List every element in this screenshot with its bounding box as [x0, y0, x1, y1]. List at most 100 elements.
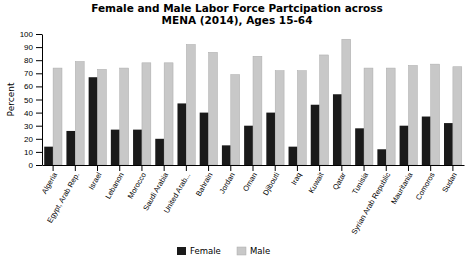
x-tick: Lebanon	[103, 165, 125, 201]
x-tick-label: United Arab...	[162, 171, 193, 215]
bar	[89, 77, 98, 165]
x-tick: Djibouti	[261, 165, 281, 197]
bar	[297, 71, 306, 165]
x-tick-mark	[341, 165, 342, 171]
bar	[177, 103, 186, 165]
y-tick-mark	[36, 165, 42, 166]
bar	[400, 126, 409, 165]
title-line: MENA (2014), Ages 15-64	[162, 14, 313, 26]
y-tick: 100	[20, 30, 42, 39]
x-tick-mark	[452, 165, 453, 171]
x-tick: Egypt, Arab Rep.	[45, 165, 81, 224]
bar	[453, 67, 462, 165]
legend-item: Female	[177, 246, 221, 256]
x-tick-label: Egypt, Arab Rep.	[45, 171, 81, 225]
y-tick: 0	[29, 161, 42, 170]
y-tick-label: 80	[24, 56, 33, 65]
y-tick-label: 70	[24, 69, 33, 78]
y-tick-mark	[36, 113, 42, 114]
legend-label: Male	[250, 246, 270, 256]
x-axis: AlgeriaEgypt, Arab Rep. IsraelLebanonMoro…	[40, 165, 465, 236]
y-tick: 20	[24, 135, 42, 144]
x-tick: Qatar	[331, 165, 348, 192]
x-tick-label: Israel	[87, 171, 104, 192]
bar	[142, 63, 151, 165]
y-axis-line	[42, 35, 43, 166]
chart: Female and Male Labor Force Partcipation…	[0, 0, 474, 260]
legend-item: Male	[237, 246, 270, 256]
x-tick-label: Sudan	[440, 171, 459, 194]
series	[53, 39, 462, 165]
y-tick: 60	[24, 82, 42, 91]
y-tick-mark	[36, 60, 42, 61]
x-tick: Algeria	[40, 165, 60, 196]
x-tick-mark	[164, 165, 165, 171]
bar	[222, 145, 231, 165]
y-tick: 80	[24, 56, 42, 65]
bar	[333, 94, 342, 165]
x-tick: United Arab...	[162, 165, 193, 215]
bar	[133, 130, 142, 165]
x-tick-mark	[386, 165, 387, 171]
y-tick-mark	[36, 34, 42, 35]
legend-swatch	[177, 247, 186, 255]
bar	[275, 71, 284, 165]
x-tick: Tunisia	[350, 165, 370, 196]
bar	[200, 113, 209, 165]
x-tick-label: Mauritania	[389, 170, 415, 206]
bar	[244, 126, 253, 165]
x-tick: Morocco	[126, 165, 148, 200]
bar	[111, 130, 120, 165]
bar	[355, 128, 364, 165]
bar	[431, 64, 440, 165]
y-tick-label: 100	[20, 30, 34, 39]
x-tick-mark	[430, 165, 431, 171]
x-tick: Mauritania	[389, 165, 415, 206]
x-tick: Bahrain	[194, 165, 215, 198]
y-tick-mark	[36, 139, 42, 140]
x-tick-label: Djibouti	[261, 171, 281, 197]
y-tick-label: 30	[24, 122, 33, 131]
x-tick: Sudan	[440, 165, 459, 194]
y-tick: 30	[24, 122, 42, 131]
x-tick: Kuwait	[307, 165, 327, 195]
bar	[66, 131, 75, 165]
y-axis-title: Percent	[6, 82, 16, 116]
x-tick-label: Algeria	[40, 170, 60, 195]
y-tick-mark	[36, 100, 42, 101]
x-tick-label: Morocco	[126, 171, 148, 200]
x-tick-mark	[119, 165, 120, 171]
x-tick-label: Syrian Arab Republic	[349, 171, 392, 236]
x-tick: Iraq	[289, 165, 303, 187]
x-tick-mark	[408, 165, 409, 171]
y-tick-label: 0	[29, 161, 34, 170]
x-tick-mark	[275, 165, 276, 171]
title-line: Female and Male Labor Force Partcipation…	[91, 2, 383, 14]
y-tick: 70	[24, 69, 42, 78]
x-tick-label: Jordan	[218, 171, 237, 195]
plot: 0102030405060708090100AlgeriaEgypt, Arab…	[20, 30, 465, 236]
y-tick-label: 10	[24, 148, 33, 157]
bar	[53, 68, 62, 165]
bar	[44, 147, 53, 165]
y-tick-label: 60	[24, 82, 33, 91]
y-axis: 0102030405060708090100	[20, 30, 43, 170]
bar	[342, 39, 351, 165]
bars	[44, 39, 462, 165]
y-tick-mark	[36, 73, 42, 74]
x-tick-mark	[53, 165, 54, 171]
bar	[289, 147, 298, 165]
x-tick-mark	[297, 165, 298, 171]
x-tick-mark	[97, 165, 98, 171]
x-tick-mark	[364, 165, 365, 171]
x-tick-label: Lebanon	[103, 171, 125, 201]
legend-label: Female	[190, 246, 221, 256]
bar	[364, 68, 373, 165]
y-tick-mark	[36, 152, 42, 153]
bar	[422, 117, 431, 165]
bar	[120, 68, 129, 165]
y-tick-label: 40	[24, 109, 33, 118]
bar	[320, 55, 329, 165]
x-tick: Syrian Arab Republic	[349, 165, 392, 236]
x-tick-mark	[319, 165, 320, 171]
